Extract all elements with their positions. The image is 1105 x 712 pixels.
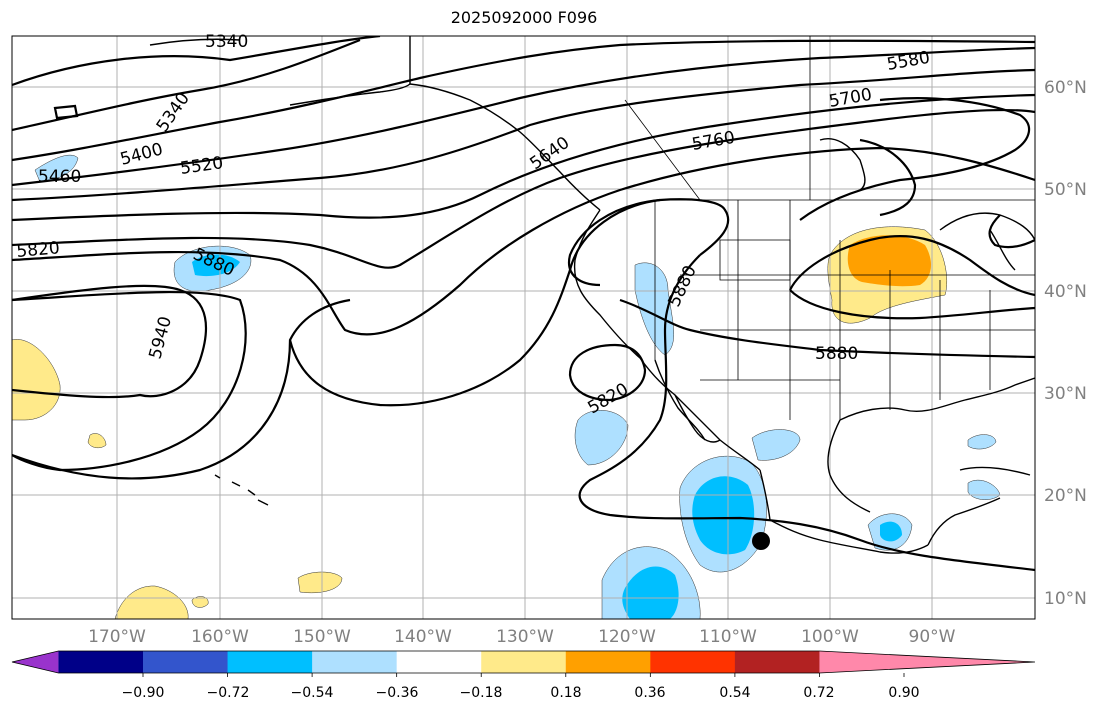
height-contours: [12, 36, 1035, 572]
colorbar-segment: [734, 651, 820, 673]
map-frame: [11, 35, 1036, 620]
longitude-label: 130°W: [496, 627, 554, 647]
latitude-label: 30°N: [1044, 384, 1087, 404]
longitude-label: 100°W: [801, 627, 859, 647]
colorbar-extend-high: [819, 651, 1035, 673]
latitude-label: 40°N: [1044, 282, 1087, 302]
colorbar-segment: [396, 651, 482, 673]
anomaly-fill-layer: [12, 154, 1001, 619]
contour-label: 5340: [205, 32, 248, 52]
longitude-label: 140°W: [394, 627, 452, 647]
colorbar-labels: −0.90 −0.72 −0.54 −0.36 −0.18 0.18 0.36 …: [122, 685, 920, 701]
colorbar-segment: [143, 651, 229, 673]
latitude-axis: 60°N 50°N 40°N 30°N 20°N 10°N: [1044, 78, 1087, 609]
colorbar-tick-label: −0.36: [376, 685, 419, 701]
colorbar-tick-label: −0.72: [207, 685, 250, 701]
colorbar-tick-label: 0.36: [634, 685, 665, 701]
positive-anomaly-west: [12, 339, 61, 421]
colorbar: [11, 650, 1036, 677]
colorbar-tick-label: −0.18: [460, 685, 503, 701]
colorbar-segment: [650, 651, 736, 673]
colorbar-tick-label: −0.54: [291, 685, 334, 701]
longitude-axis: 170°W 160°W 150°W 140°W 130°W 120°W 110°…: [88, 627, 956, 647]
contour-label: 5880: [815, 344, 858, 364]
latitude-label: 20°N: [1044, 486, 1087, 506]
colorbar-tick-label: 0.18: [550, 685, 581, 701]
longitude-label: 160°W: [191, 627, 249, 647]
longitude-label: 110°W: [699, 627, 757, 647]
map-title: 2025092000 F096: [450, 8, 598, 27]
colorbar-segment: [227, 651, 313, 673]
positive-anomaly-core: [847, 235, 932, 287]
political-borders: [624, 36, 1035, 420]
colorbar-segment: [481, 651, 567, 673]
longitude-label: 120°W: [598, 627, 656, 647]
contour-label: 5820: [16, 238, 61, 262]
longitude-label: 90°W: [909, 627, 956, 647]
latitude-label: 60°N: [1044, 78, 1087, 98]
colorbar-tick-label: 0.54: [719, 685, 750, 701]
contour-label: 5460: [38, 167, 81, 187]
colorbar-outline: [11, 650, 1036, 674]
latitude-label: 10°N: [1044, 589, 1087, 609]
colorbar-segment: [312, 651, 398, 673]
storm-position-marker: [752, 532, 770, 550]
map-panel: [12, 36, 1035, 619]
colorbar-extend-low: [12, 651, 59, 673]
colorbar-tick-label: −0.90: [122, 685, 165, 701]
colorbar-segment: [58, 651, 144, 673]
longitude-label: 170°W: [88, 627, 146, 647]
longitude-label: 150°W: [293, 627, 351, 647]
latitude-label: 50°N: [1044, 180, 1087, 200]
colorbar-segment: [565, 651, 651, 673]
colorbar-tick-label: 0.90: [888, 685, 919, 701]
colorbar-tick-label: 0.72: [803, 685, 834, 701]
